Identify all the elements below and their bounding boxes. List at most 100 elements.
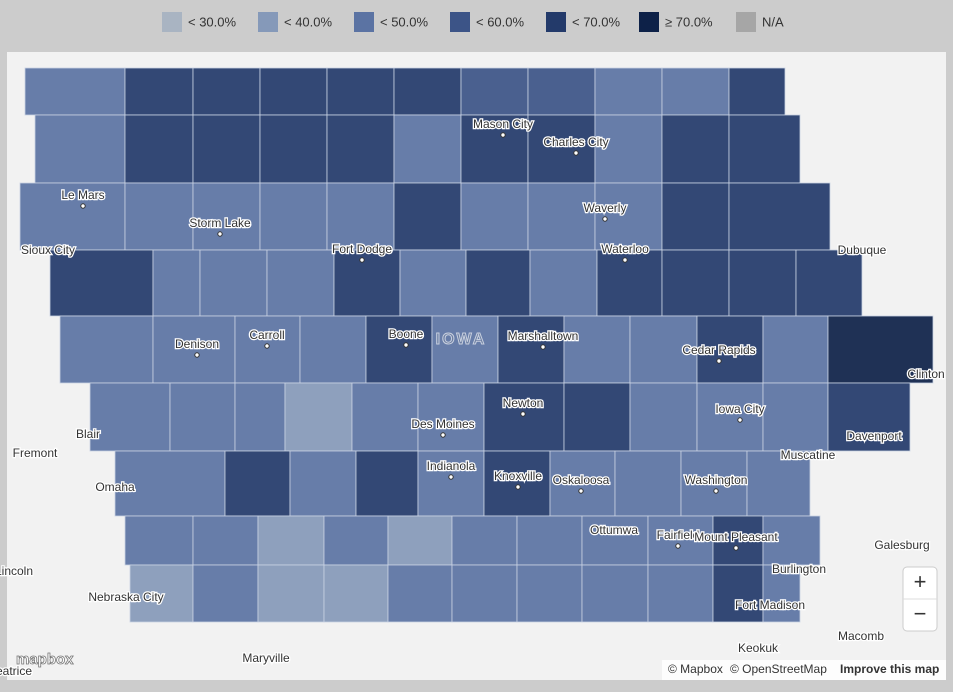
labels: Mason City Charles City Le Mars Storm Lake W…: [0, 116, 946, 680]
place-dot: [359, 257, 365, 263]
county: [680, 450, 748, 517]
county: [661, 182, 730, 251]
place-label: Le Mars: [61, 188, 104, 202]
place-label: Burlington: [772, 562, 826, 576]
county: [629, 382, 698, 452]
mapbox-logo[interactable]: mapbox: [16, 651, 75, 669]
county: [563, 315, 631, 384]
place-label: Ottumwa: [590, 523, 638, 537]
county: [762, 315, 829, 384]
place-dot: [622, 257, 628, 263]
place-label: Mount Pleasant: [694, 530, 778, 544]
county: [460, 182, 529, 251]
county: [762, 564, 801, 623]
county: [451, 515, 518, 566]
county: [326, 114, 395, 184]
county: [527, 114, 596, 184]
place-label: Indianola: [427, 459, 476, 473]
county: [827, 382, 911, 452]
county: [257, 515, 325, 566]
county: [169, 382, 236, 452]
county: [259, 114, 328, 184]
county: [483, 382, 565, 452]
county: [289, 450, 357, 517]
legend-label: < 60.0%: [476, 14, 525, 29]
place-label: Blair: [76, 427, 100, 441]
place-label: Iowa City: [715, 402, 764, 416]
place-dot: [440, 432, 446, 438]
county: [393, 182, 462, 251]
county: [728, 67, 786, 116]
county: [417, 382, 485, 452]
zoom-out[interactable]: −: [914, 601, 927, 626]
place-dot: [737, 417, 743, 423]
place-label: Muscatine: [781, 448, 836, 462]
county: [355, 450, 419, 517]
county: [431, 315, 499, 384]
county: [529, 249, 598, 317]
place-label: Waterloo: [601, 242, 649, 256]
legend-label: ≥ 70.0%: [665, 14, 713, 29]
county: [460, 114, 529, 184]
place-label: Knoxville: [494, 469, 542, 483]
place-label: Oskaloosa: [553, 473, 610, 487]
county: [234, 315, 301, 384]
attribution-osm[interactable]: © OpenStreetMap: [730, 662, 827, 676]
county: [192, 182, 261, 251]
place-label: Dubuque: [838, 243, 887, 257]
place-label: Waverly: [584, 201, 627, 215]
place-label: Storm Lake: [189, 216, 251, 230]
legend-swatch: [546, 12, 566, 32]
county: [661, 114, 730, 184]
place-label: Fort Dodge: [332, 242, 392, 256]
county: [746, 450, 811, 517]
place-label: Fairfield: [657, 528, 700, 542]
county: [581, 564, 649, 623]
county: [124, 114, 194, 184]
county: [124, 182, 194, 251]
county: [762, 382, 829, 452]
county: [594, 67, 663, 116]
legend-swatch: [162, 12, 182, 32]
place-dot: [448, 474, 454, 480]
county: [728, 249, 797, 317]
place-label: Fremont: [13, 446, 58, 460]
county: [124, 67, 194, 116]
place-dot: [573, 150, 579, 156]
county: [465, 249, 531, 317]
county: [259, 182, 328, 251]
county: [527, 67, 596, 116]
place-dot: [602, 216, 608, 222]
improve-map[interactable]: Improve this map: [840, 662, 939, 676]
county: [24, 67, 126, 116]
place-dot: [403, 342, 409, 348]
attribution-mapbox[interactable]: © Mapbox: [668, 662, 723, 676]
county: [59, 315, 154, 384]
county: [527, 182, 596, 251]
county: [365, 315, 433, 384]
county: [323, 564, 389, 623]
county: [114, 450, 226, 517]
county: [728, 114, 801, 184]
county: [762, 515, 821, 566]
county: [192, 114, 261, 184]
legend-swatch: [450, 12, 470, 32]
zoom-in[interactable]: +: [914, 569, 927, 594]
county: [299, 315, 367, 384]
legend-label: < 70.0%: [572, 14, 621, 29]
place-label: Charles City: [543, 135, 608, 149]
county: [629, 315, 698, 384]
county: [333, 249, 401, 317]
county: [594, 182, 663, 251]
place-dot: [217, 231, 223, 237]
county: [661, 249, 730, 317]
county: [393, 114, 462, 184]
county: [497, 315, 565, 384]
legend-swatch: [639, 12, 659, 32]
county: [387, 564, 453, 623]
county: [192, 564, 259, 623]
county: [326, 67, 395, 116]
county: [224, 450, 291, 517]
